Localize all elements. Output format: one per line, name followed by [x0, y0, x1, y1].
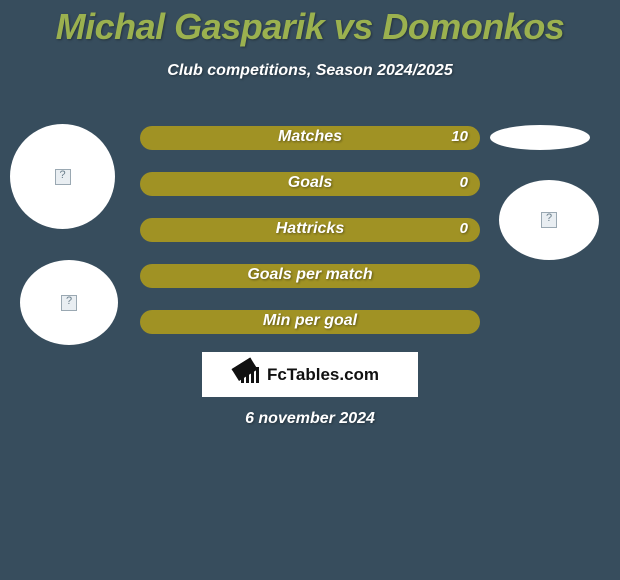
stat-row-matches: Matches 10 [140, 126, 480, 150]
comparison-subtitle: Club competitions, Season 2024/2025 [0, 62, 620, 80]
player-avatar-right-1 [490, 125, 590, 150]
stat-value: 0 [460, 174, 468, 191]
image-placeholder-icon [55, 169, 71, 185]
stat-value: 10 [451, 128, 468, 145]
stat-row-hattricks: Hattricks 0 [140, 218, 480, 242]
stat-row-min-per-goal: Min per goal [140, 310, 480, 334]
player-avatar-right-2 [499, 180, 599, 260]
brand-badge: FcTables.com [202, 352, 418, 397]
bar-chart-icon [241, 367, 261, 383]
stats-panel: Matches 10 Goals 0 Hattricks 0 Goals per… [140, 126, 480, 356]
stat-label: Min per goal [140, 312, 480, 330]
stat-value: 0 [460, 220, 468, 237]
player-avatar-left-1 [10, 124, 115, 229]
stat-row-goals: Goals 0 [140, 172, 480, 196]
player-avatar-left-2 [20, 260, 118, 345]
comparison-title: Michal Gasparik vs Domonkos [0, 0, 620, 48]
image-placeholder-icon [61, 295, 77, 311]
stat-label: Goals per match [140, 266, 480, 284]
brand-text: FcTables.com [267, 365, 379, 385]
stat-label: Hattricks [140, 220, 480, 238]
image-placeholder-icon [541, 212, 557, 228]
stat-row-goals-per-match: Goals per match [140, 264, 480, 288]
stat-label: Matches [140, 128, 480, 146]
stat-label: Goals [140, 174, 480, 192]
date-text: 6 november 2024 [0, 410, 620, 428]
